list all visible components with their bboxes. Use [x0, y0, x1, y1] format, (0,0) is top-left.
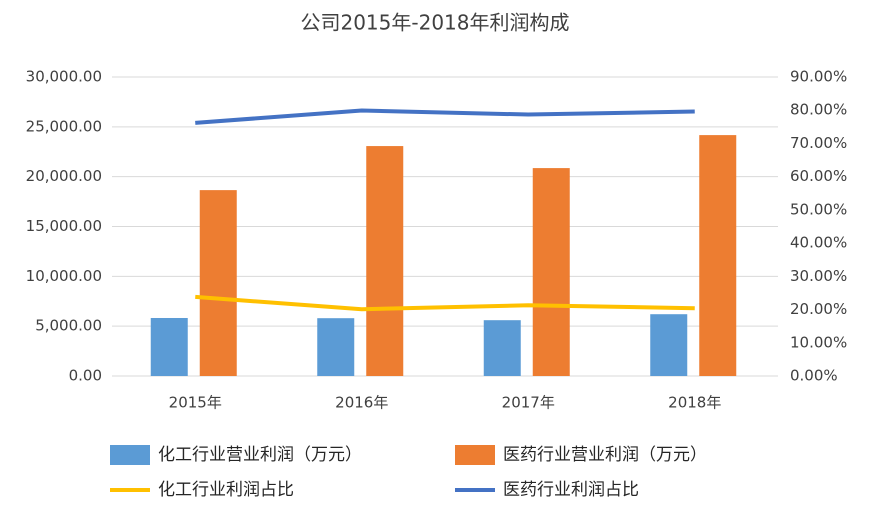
- y2-tick-label: 80.00%: [790, 101, 847, 119]
- y2-tick-label: 50.00%: [790, 200, 847, 218]
- bar: [317, 318, 355, 376]
- x-tick-label: 2018年: [668, 394, 721, 412]
- y2-tick-label: 60.00%: [790, 167, 847, 185]
- bar: [532, 168, 570, 376]
- bar: [366, 146, 404, 376]
- y2-tick-label: 40.00%: [790, 234, 847, 252]
- y-tick-label: 0.00: [69, 367, 102, 385]
- legend-label: 医药行业营业利润（万元）: [503, 445, 707, 465]
- bar: [483, 320, 521, 376]
- bar: [699, 135, 737, 376]
- y-tick-label: 20,000.00: [26, 167, 102, 185]
- chart-title: 公司2015年-2018年利润构成: [300, 11, 569, 35]
- legend-label: 化工行业利润占比: [158, 480, 294, 500]
- y2-tick-label: 0.00%: [790, 367, 838, 385]
- legend-label: 医药行业利润占比: [503, 480, 639, 500]
- x-tick-label: 2016年: [335, 394, 388, 412]
- y2-tick-label: 90.00%: [790, 68, 847, 86]
- y2-tick-label: 20.00%: [790, 300, 847, 318]
- y-tick-label: 30,000.00: [26, 68, 102, 86]
- x-tick-label: 2017年: [502, 394, 555, 412]
- bar: [199, 190, 237, 376]
- legend-swatch: [110, 445, 150, 465]
- bar: [650, 314, 688, 376]
- y-tick-label: 25,000.00: [26, 117, 102, 135]
- y2-tick-label: 70.00%: [790, 134, 847, 152]
- line-series: [195, 108, 695, 125]
- y-tick-label: 5,000.00: [35, 317, 102, 335]
- line-series: [195, 294, 695, 312]
- y2-tick-label: 10.00%: [790, 333, 847, 351]
- y2-tick-label: 30.00%: [790, 267, 847, 285]
- y-tick-label: 15,000.00: [26, 217, 102, 235]
- bar: [150, 317, 188, 376]
- legend-swatch: [455, 445, 495, 465]
- y-tick-label: 10,000.00: [26, 267, 102, 285]
- x-tick-label: 2015年: [169, 394, 222, 412]
- legend-label: 化工行业营业利润（万元）: [158, 445, 362, 465]
